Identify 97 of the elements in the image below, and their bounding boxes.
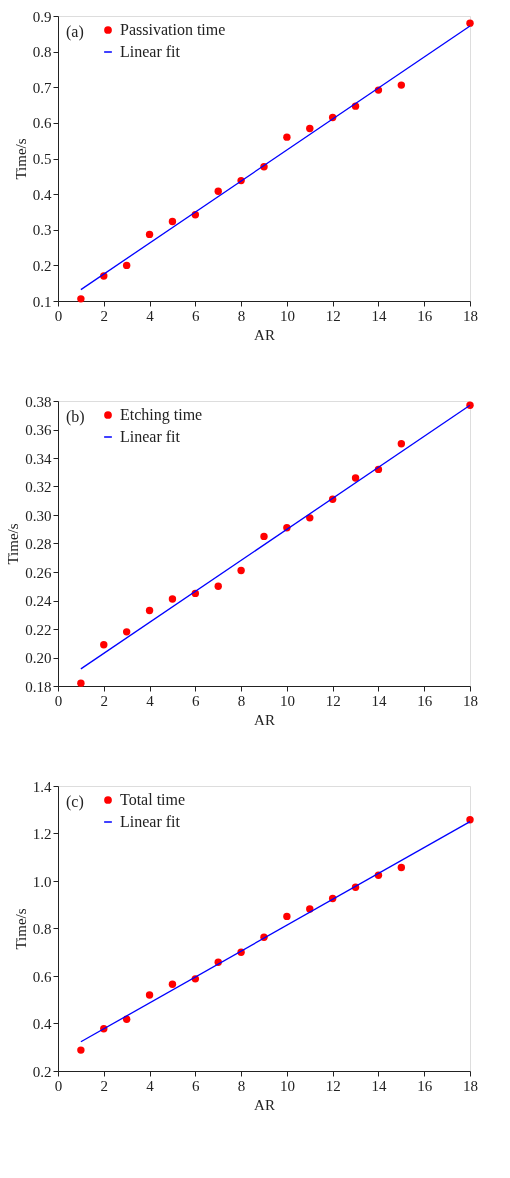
y-tick-label: 1.4 <box>32 778 52 795</box>
y-axis-title: Time/s <box>5 523 22 565</box>
y-tick-label: 1.0 <box>32 873 52 890</box>
legend-label: Passivation time <box>120 21 226 38</box>
legend-label: Linear fit <box>120 43 181 60</box>
legend-label: Etching time <box>120 406 203 424</box>
x-tick-label: 10 <box>279 1077 295 1094</box>
point <box>260 532 268 541</box>
point <box>283 912 291 921</box>
y-tick-label: 0.4 <box>32 186 52 203</box>
x-tick-label: 12 <box>325 307 341 324</box>
x-tick-label: 12 <box>325 692 341 709</box>
x-axis-title: AR <box>254 711 275 728</box>
x-axis-title: AR <box>254 1096 275 1113</box>
x-tick-label: 4 <box>146 1077 155 1094</box>
point <box>237 566 245 575</box>
point <box>214 582 222 590</box>
legend-label: Linear fit <box>120 428 181 445</box>
y-tick-label: 0.4 <box>32 1016 52 1032</box>
x-tick-label: 16 <box>417 1077 433 1094</box>
annotation: (b) <box>66 408 85 426</box>
point <box>283 133 291 141</box>
y-tick-label: 0.3 <box>32 222 52 239</box>
x-tick-label: 0 <box>54 307 63 324</box>
point <box>77 295 85 303</box>
x-tick-label: 8 <box>237 692 246 709</box>
y-tick-label: 0.2 <box>32 257 52 274</box>
x-tick-label: 16 <box>417 307 433 324</box>
y-axis-title: Time/s <box>12 138 29 180</box>
x-tick-label: 10 <box>279 692 295 709</box>
x-tick-label: 6 <box>192 692 201 709</box>
y-tick-label: 0.28 <box>25 536 52 552</box>
y-tick-label: 0.6 <box>32 968 52 985</box>
x-tick-label: 4 <box>146 692 155 709</box>
point <box>397 440 406 448</box>
y-tick-label: 1.2 <box>32 826 52 842</box>
y-tick-label: 0.6 <box>32 115 52 132</box>
point <box>168 980 177 989</box>
x-tick-label: 14 <box>371 692 387 709</box>
y-tick-label: 0.8 <box>32 921 52 937</box>
x-tick-label: 4 <box>146 307 155 324</box>
point <box>100 640 108 649</box>
x-tick-label: 8 <box>237 307 246 324</box>
x-tick-label: 0 <box>54 692 63 709</box>
x-tick-label: 12 <box>325 1077 341 1094</box>
legend-label: Linear fit <box>120 813 181 830</box>
x-tick-label: 18 <box>463 692 478 709</box>
x-tick-label: 18 <box>463 1077 478 1094</box>
y-tick-label: 0.36 <box>25 422 52 438</box>
y-tick-label: 0.22 <box>25 621 52 638</box>
point <box>397 863 406 872</box>
point <box>77 1046 85 1054</box>
y-tick-label: 0.2 <box>32 1063 52 1080</box>
y-tick-label: 0.32 <box>25 479 52 495</box>
point <box>168 217 177 226</box>
annotation: (a) <box>66 23 84 41</box>
point <box>77 679 85 687</box>
point <box>122 261 131 270</box>
point <box>122 628 131 636</box>
legend-label: Total time <box>120 791 186 808</box>
x-tick-label: 14 <box>371 1077 387 1094</box>
x-tick-label: 6 <box>192 307 201 324</box>
x-tick-label: 16 <box>417 692 433 709</box>
point <box>306 124 314 133</box>
y-tick-label: 0.24 <box>25 593 52 609</box>
point <box>145 606 154 615</box>
point <box>168 595 177 603</box>
y-tick-label: 0.20 <box>25 650 52 666</box>
x-tick-label: 6 <box>192 1077 201 1094</box>
point <box>145 230 154 239</box>
x-tick-label: 8 <box>237 1077 246 1094</box>
x-tick-label: 10 <box>279 307 295 324</box>
point <box>351 474 360 482</box>
x-tick-label: 18 <box>463 307 478 324</box>
y-axis-title: Time/s <box>12 908 29 950</box>
y-tick-label: 0.38 <box>25 393 52 410</box>
point <box>466 19 474 27</box>
y-tick-label: 0.34 <box>25 450 52 467</box>
y-tick-label: 0.18 <box>25 678 52 695</box>
point <box>214 187 222 195</box>
y-tick-label: 0.9 <box>32 8 52 25</box>
y-tick-label: 0.7 <box>32 79 52 96</box>
point <box>306 514 314 522</box>
x-tick-label: 14 <box>371 307 387 324</box>
y-tick-label: 0.1 <box>32 293 52 310</box>
x-tick-label: 0 <box>54 1077 63 1094</box>
y-tick-label: 0.30 <box>25 507 52 524</box>
y-tick-label: 0.26 <box>25 564 52 581</box>
annotation: (c) <box>66 793 84 811</box>
x-tick-label: 2 <box>100 307 109 324</box>
point <box>397 81 406 89</box>
y-tick-label: 0.5 <box>32 151 52 167</box>
y-tick-label: 0.8 <box>32 44 52 61</box>
x-tick-label: 2 <box>100 1077 109 1094</box>
x-tick-label: 2 <box>100 692 109 709</box>
x-axis-title: AR <box>254 326 275 343</box>
point <box>145 991 154 999</box>
